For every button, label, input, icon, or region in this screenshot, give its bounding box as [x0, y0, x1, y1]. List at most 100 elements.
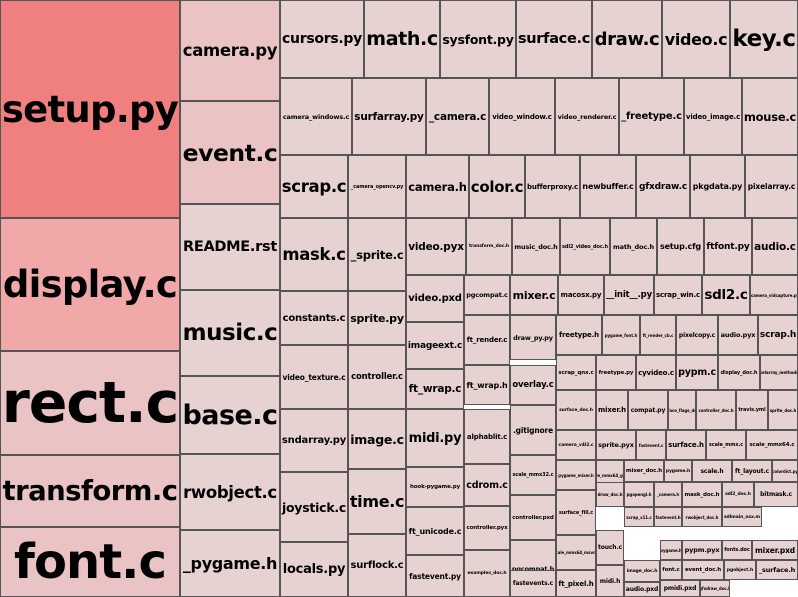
- treemap-cell[interactable]: draw_py.py: [510, 315, 556, 360]
- treemap-cell[interactable]: locals.py: [280, 542, 348, 597]
- treemap-cell[interactable]: surfarray.py: [352, 78, 426, 155]
- treemap-cell[interactable]: surface_flags_doc.h: [668, 390, 696, 430]
- treemap-cell[interactable]: base.c: [180, 376, 280, 454]
- treemap-cell[interactable]: pypm.pyx: [682, 540, 722, 560]
- treemap-cell[interactable]: examples_doc.h: [464, 550, 510, 597]
- treemap-cell[interactable]: scale_mmx.c: [706, 430, 746, 460]
- treemap-cell[interactable]: video.c: [662, 0, 730, 78]
- treemap-cell[interactable]: controller.c: [348, 345, 406, 409]
- treemap-cell[interactable]: image.c: [348, 409, 406, 469]
- treemap-cell[interactable]: surface_fill.c: [556, 490, 596, 535]
- treemap-cell[interactable]: mask_doc.h: [682, 482, 722, 507]
- treemap-cell[interactable]: overlay.c: [510, 365, 556, 405]
- treemap-cell[interactable]: transform.c: [0, 455, 180, 527]
- treemap-cell[interactable]: cdrom.c: [464, 464, 510, 506]
- treemap-cell[interactable]: gfxdraw.c: [636, 155, 690, 218]
- treemap-cell[interactable]: pixelarray.c: [745, 155, 798, 218]
- treemap-cell[interactable]: camera.py: [180, 0, 280, 101]
- treemap-cell[interactable]: fonts.doc: [722, 540, 752, 560]
- treemap-cell[interactable]: fastevent.h: [654, 507, 682, 527]
- treemap-cell[interactable]: music.c: [180, 290, 280, 376]
- treemap-cell[interactable]: pgcompat.c: [464, 275, 510, 315]
- treemap-cell[interactable]: transform_doc.h: [466, 218, 512, 275]
- treemap-cell[interactable]: touch.c: [596, 530, 624, 565]
- treemap-cell[interactable]: sprite_doc.h: [768, 390, 798, 430]
- treemap-cell[interactable]: scrap_qnx.c: [556, 355, 596, 390]
- treemap-cell[interactable]: cyvideo.c: [636, 355, 676, 390]
- treemap-cell[interactable]: pixelcopy.c: [676, 315, 718, 355]
- treemap-cell[interactable]: ft_unicode.c: [406, 507, 464, 555]
- treemap-cell[interactable]: hook-pygame.py: [406, 467, 464, 507]
- treemap-cell[interactable]: font.c: [660, 560, 682, 580]
- treemap-cell[interactable]: .gitignore: [510, 405, 556, 455]
- treemap-cell[interactable]: ft_wrap.h: [464, 365, 510, 405]
- treemap-cell[interactable]: _camera.h: [654, 482, 682, 507]
- treemap-cell[interactable]: pkgdata.py: [690, 155, 745, 218]
- treemap-cell[interactable]: imageext.c: [406, 322, 464, 369]
- treemap-cell[interactable]: mixer.c: [510, 275, 558, 315]
- treemap-cell[interactable]: event_doc.h: [682, 560, 724, 580]
- treemap-cell[interactable]: display.c: [0, 218, 180, 351]
- treemap-cell[interactable]: colordict.py: [772, 460, 798, 482]
- treemap-cell[interactable]: scale.h: [692, 460, 732, 482]
- treemap-cell[interactable]: mixer_doc.h: [624, 460, 664, 482]
- treemap-cell[interactable]: event.c: [180, 101, 280, 204]
- treemap-cell[interactable]: surface_doc.h: [556, 390, 596, 430]
- treemap-cell[interactable]: midi.py: [406, 409, 464, 467]
- treemap-cell[interactable]: color.c: [469, 155, 525, 218]
- treemap-cell[interactable]: bufferproxy.c: [525, 155, 580, 218]
- treemap-cell[interactable]: ft_wrap.c: [406, 369, 464, 409]
- treemap-cell[interactable]: video_texture.c: [280, 345, 348, 409]
- treemap-cell[interactable]: newbuffer.c: [580, 155, 636, 218]
- treemap-cell[interactable]: video.pyx: [406, 218, 466, 275]
- treemap-cell[interactable]: font.c: [0, 527, 180, 597]
- treemap-cell[interactable]: constants.c: [280, 291, 348, 345]
- treemap-cell[interactable]: scrap_win.c: [654, 275, 702, 315]
- treemap-cell[interactable]: sdl2_doc.h: [722, 482, 754, 507]
- treemap-cell[interactable]: camera_v4l2.c: [556, 430, 596, 460]
- treemap-cell[interactable]: pmidi.pxd: [660, 580, 700, 597]
- treemap-cell[interactable]: sysfont.py: [440, 0, 516, 78]
- treemap-cell[interactable]: fastevents.c: [510, 570, 556, 597]
- treemap-cell[interactable]: math_doc.h: [610, 218, 657, 275]
- treemap-cell[interactable]: pgobject.h: [724, 560, 756, 580]
- treemap-cell[interactable]: ft_pixel.h: [556, 570, 596, 597]
- treemap-cell[interactable]: cursors.py: [280, 0, 364, 78]
- treemap-cell[interactable]: sndarray.py: [280, 409, 348, 472]
- treemap-cell[interactable]: scrap.h: [758, 315, 798, 355]
- treemap-cell[interactable]: rwobject.c: [180, 454, 280, 530]
- treemap-cell[interactable]: controller.pxd: [510, 495, 556, 540]
- treemap-cell[interactable]: scrap_x11.c: [624, 507, 654, 527]
- treemap-cell[interactable]: draw.c: [592, 0, 662, 78]
- treemap-cell[interactable]: key.c: [730, 0, 798, 78]
- treemap-cell[interactable]: pygame_font.h: [602, 315, 640, 355]
- treemap-cell[interactable]: _sprite.c: [348, 218, 406, 291]
- treemap-cell[interactable]: video.pxd: [406, 275, 464, 322]
- treemap-cell[interactable]: scrap.c: [280, 155, 348, 218]
- treemap-cell[interactable]: freetype.py: [596, 355, 636, 390]
- treemap-cell[interactable]: audio.c: [752, 218, 798, 275]
- treemap-cell[interactable]: sdl2_video_doc.h: [560, 218, 610, 275]
- treemap-cell[interactable]: mouse.c: [742, 78, 798, 155]
- treemap-cell[interactable]: audio.pyx: [718, 315, 758, 355]
- treemap-cell[interactable]: scale_mmx32.c: [510, 455, 556, 495]
- treemap-cell[interactable]: image_doc.h: [624, 560, 660, 582]
- treemap-cell[interactable]: time.c: [348, 469, 406, 534]
- treemap-cell[interactable]: ft_layout.c: [732, 460, 772, 482]
- treemap-cell[interactable]: ft_render.c: [464, 315, 510, 365]
- treemap-cell[interactable]: video_window.c: [489, 78, 555, 155]
- treemap-cell[interactable]: compat.py: [628, 390, 668, 430]
- treemap-cell[interactable]: _pygame.h: [180, 530, 280, 597]
- treemap-cell[interactable]: camera.h: [406, 155, 469, 218]
- treemap-cell[interactable]: pygame.h: [660, 540, 682, 560]
- treemap-cell[interactable]: controller.pyx: [464, 506, 510, 550]
- treemap-cell[interactable]: music_doc.h: [512, 218, 560, 275]
- treemap-cell[interactable]: _camera_opencv.py: [348, 155, 406, 218]
- treemap-cell[interactable]: setup.cfg: [657, 218, 704, 275]
- treemap-cell[interactable]: video_renderer.c: [555, 78, 619, 155]
- treemap-cell[interactable]: sdl2.c: [702, 275, 750, 315]
- treemap-cell[interactable]: bitmask.c: [754, 482, 798, 507]
- treemap-cell[interactable]: surflock.c: [348, 534, 406, 597]
- treemap-cell[interactable]: sdlmain_osx.m: [722, 507, 762, 527]
- treemap-cell[interactable]: math.c: [364, 0, 440, 78]
